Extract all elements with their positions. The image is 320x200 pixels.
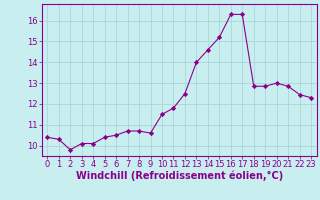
X-axis label: Windchill (Refroidissement éolien,°C): Windchill (Refroidissement éolien,°C) — [76, 171, 283, 181]
